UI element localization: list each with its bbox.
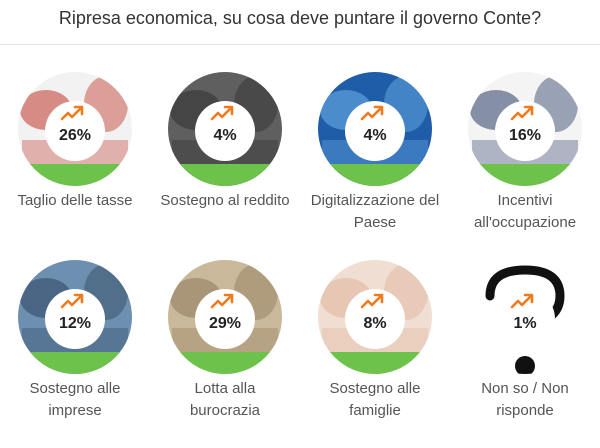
tax-cut-photo-icon: 26% bbox=[18, 72, 132, 186]
value-label: 12% bbox=[59, 315, 91, 332]
family-support-photo-icon: 8% bbox=[318, 260, 432, 374]
category-label: Lotta alla burocrazia bbox=[150, 378, 300, 422]
value-label: 1% bbox=[513, 315, 536, 332]
category-tile: 4% Digitalizzazione del Paese bbox=[300, 70, 450, 260]
category-label: Sostegno al reddito bbox=[150, 190, 300, 212]
category-tile: 8% Sostegno alle famiglie bbox=[300, 258, 450, 448]
employment-photo-icon: 16% bbox=[468, 72, 582, 186]
chart-title: Ripresa economica, su cosa deve puntare … bbox=[58, 8, 542, 28]
trend-arrow-icon bbox=[73, 105, 84, 116]
digitalization-photo-icon: 4% bbox=[318, 72, 432, 186]
category-label: Sostegno alle imprese bbox=[0, 378, 150, 422]
category-label-line: all'occupazione bbox=[473, 214, 577, 231]
category-tile: 26% Taglio delle tasse bbox=[0, 70, 150, 260]
bureaucracy-photo-icon: 29% bbox=[168, 260, 282, 374]
value-label: 8% bbox=[363, 315, 386, 332]
income-support-photo-icon: 4% bbox=[168, 72, 282, 186]
infographic-grid: 26% Taglio delle tasse 4% Sostegno al reddi… bbox=[0, 70, 600, 419]
trend-arrow-icon bbox=[60, 294, 83, 309]
trend-arrow-icon bbox=[210, 294, 233, 309]
value-label: 29% bbox=[209, 315, 241, 332]
category-tile: 16% Incentivi all'occupazione bbox=[450, 70, 600, 260]
category-label-line: imprese bbox=[48, 402, 102, 419]
trend-arrow-icon bbox=[223, 293, 234, 304]
business-support-photo-icon: 12% bbox=[18, 260, 132, 374]
trend-arrow-icon bbox=[523, 105, 534, 116]
trend-arrow-icon bbox=[360, 294, 383, 309]
trend-arrow-icon bbox=[60, 106, 83, 121]
value-label: 26% bbox=[59, 127, 91, 144]
value-label: 4% bbox=[363, 127, 386, 144]
question-mark-icon: 1% bbox=[468, 260, 582, 374]
category-label: Digitalizzazione del Paese bbox=[300, 190, 450, 234]
category-tile: 29% Lotta alla burocrazia bbox=[150, 258, 300, 448]
category-tile: 1% Non so / Non risponde bbox=[450, 258, 600, 448]
category-label: Taglio delle tasse bbox=[0, 190, 150, 212]
category-label-line: Non so / Non bbox=[481, 380, 569, 397]
category-tile: 12% Sostegno alle imprese bbox=[0, 258, 150, 448]
category-label-line: risponde bbox=[496, 402, 554, 419]
category-label-line: Sostegno alle bbox=[29, 380, 121, 397]
title-divider bbox=[0, 44, 600, 45]
category-label-line: Taglio delle tasse bbox=[17, 192, 133, 209]
category-label-line: Digitalizzazione del bbox=[310, 192, 440, 209]
category-label-line: Sostegno al reddito bbox=[160, 192, 290, 209]
category-label-line: Paese bbox=[353, 214, 397, 231]
category-label: Non so / Non risponde bbox=[450, 378, 600, 422]
trend-arrow-icon bbox=[223, 105, 234, 116]
trend-arrow-icon bbox=[373, 293, 384, 304]
category-label-line: Incentivi bbox=[497, 192, 553, 209]
value-label: 16% bbox=[509, 127, 541, 144]
category-label-line: famiglie bbox=[349, 402, 401, 419]
category-label-line: burocrazia bbox=[189, 402, 261, 419]
trend-arrow-icon bbox=[73, 293, 84, 304]
trend-arrow-icon bbox=[523, 293, 534, 304]
trend-arrow-icon bbox=[210, 106, 233, 121]
trend-arrow-icon bbox=[360, 106, 383, 121]
trend-arrow-icon bbox=[373, 105, 384, 116]
category-tile: 4% Sostegno al reddito bbox=[150, 70, 300, 260]
trend-arrow-icon bbox=[510, 294, 533, 309]
category-label-line: Sostegno alle bbox=[329, 380, 421, 397]
category-label: Sostegno alle famiglie bbox=[300, 378, 450, 422]
trend-arrow-icon bbox=[510, 106, 533, 121]
category-label: Incentivi all'occupazione bbox=[450, 190, 600, 234]
value-label: 4% bbox=[213, 127, 236, 144]
category-label-line: Lotta alla bbox=[194, 380, 256, 397]
